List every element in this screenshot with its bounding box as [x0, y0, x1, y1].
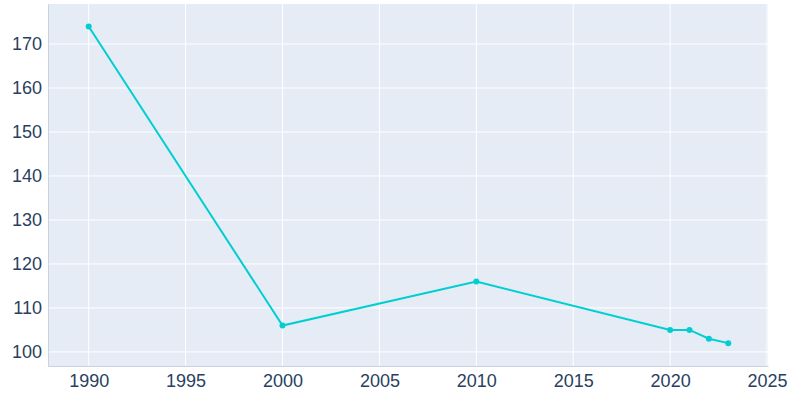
- tick-label: 170: [12, 34, 42, 54]
- tick-label: 130: [12, 210, 42, 230]
- tick-label: 2020: [651, 371, 691, 391]
- marker: [687, 327, 693, 333]
- grid-line-y: [48, 44, 768, 45]
- tick-label: 2005: [360, 371, 400, 391]
- grid-line-y: [48, 88, 768, 89]
- grid: [48, 4, 768, 366]
- grid-line-y: [48, 263, 768, 264]
- marker: [280, 323, 286, 329]
- marker: [706, 336, 712, 342]
- tick: 110: [13, 298, 48, 318]
- grid-line-y: [48, 351, 768, 352]
- tick-label: 150: [12, 122, 42, 142]
- plot-background: [48, 4, 768, 366]
- tick: 100: [12, 342, 48, 362]
- tick-label: 2010: [457, 371, 497, 391]
- tick: 150: [12, 122, 48, 142]
- marker: [473, 279, 479, 285]
- grid-line-x: [379, 4, 380, 366]
- tick: 160: [12, 78, 48, 98]
- grid-line-x: [476, 4, 477, 366]
- tick-label: 2000: [263, 371, 303, 391]
- grid-line-y: [48, 307, 768, 308]
- axis-line: [49, 366, 769, 367]
- tick: 170: [12, 34, 48, 54]
- tick: 2005: [360, 366, 400, 391]
- marker: [667, 327, 673, 333]
- tick-label: 1995: [166, 371, 206, 391]
- tick: 120: [12, 254, 48, 274]
- line: [89, 26, 729, 343]
- tick: 2015: [554, 366, 594, 391]
- tick: 130: [12, 210, 48, 230]
- grid-line-x: [767, 4, 768, 366]
- marks: [86, 23, 732, 346]
- tick: 2010: [457, 366, 497, 391]
- tick: 2025: [748, 366, 788, 391]
- tick: 140: [12, 166, 48, 186]
- grid-line-x: [88, 4, 89, 366]
- tick: 2000: [263, 366, 303, 391]
- grid-line-x: [282, 4, 283, 366]
- tick-label: 2025: [748, 371, 788, 391]
- tick: 1995: [166, 366, 206, 391]
- grid-line-x: [573, 4, 574, 366]
- tick-label: 2015: [554, 371, 594, 391]
- tick-label: 110: [13, 298, 42, 318]
- plot: 1990 1995 2000 2005 2010 2015 2020 2025 100 110 12…: [12, 4, 788, 391]
- axis-line: [48, 5, 49, 367]
- tick-label: 160: [12, 78, 42, 98]
- chart: 1990 1995 2000 2005 2010 2015 2020 2025 100 110 12…: [0, 0, 800, 400]
- tick: 1990: [69, 366, 109, 391]
- tick-label: 1990: [69, 371, 109, 391]
- y-axis: 100 110 120 130 140 150 160 170: [12, 5, 49, 367]
- tick-label: 140: [12, 166, 42, 186]
- grid-line-y: [48, 175, 768, 176]
- x-axis: 1990 1995 2000 2005 2010 2015 2020 2025: [49, 366, 788, 391]
- grid-line-y: [48, 219, 768, 220]
- marker: [86, 23, 92, 29]
- tick-label: 100: [12, 342, 42, 362]
- tick-label: 120: [12, 254, 42, 274]
- grid-line-x: [670, 4, 671, 366]
- marker: [725, 340, 731, 346]
- tick: 2020: [651, 366, 691, 391]
- grid-line-x: [185, 4, 186, 366]
